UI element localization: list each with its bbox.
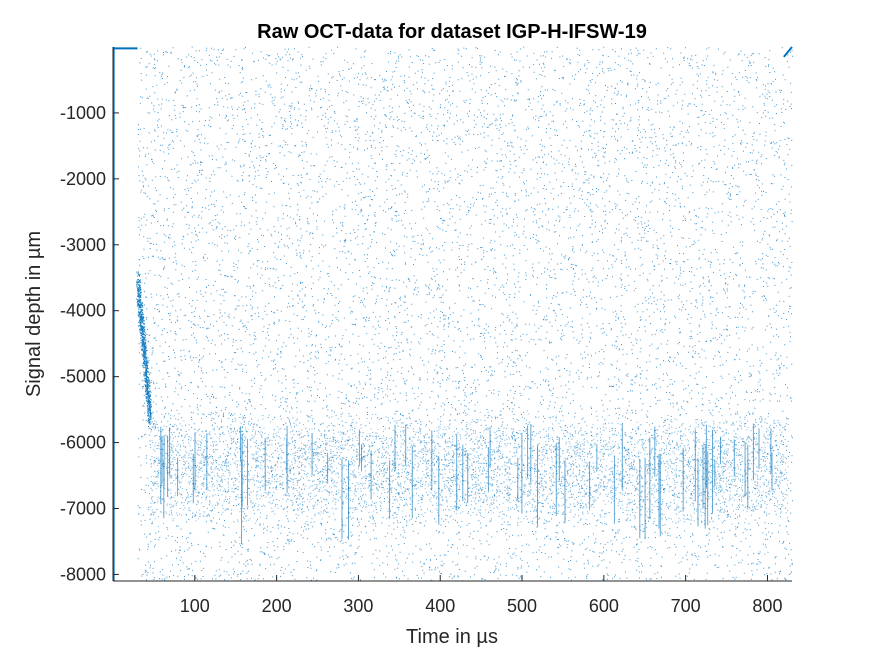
- y-tick-label: -5000: [60, 367, 106, 387]
- x-tick-label: 100: [180, 596, 210, 616]
- y-axis-ticks: -8000 -7000 -6000 -5000 -4000 -3000 -2000 -1000: [60, 103, 119, 584]
- x-tick-label: 800: [752, 596, 782, 616]
- x-tick-label: 500: [507, 596, 537, 616]
- x-axis-label: Time in µs: [406, 626, 498, 648]
- plot-area: [113, 46, 793, 582]
- y-axis-label: Signal depth in µm: [23, 231, 45, 397]
- x-tick-label: 700: [671, 596, 701, 616]
- end-surface-line: [783, 46, 793, 58]
- x-tick-label: 200: [262, 596, 292, 616]
- axes: [112, 47, 792, 582]
- y-tick-label: -6000: [60, 433, 106, 453]
- y-tick-label: -8000: [60, 564, 106, 584]
- y-tick-label: -2000: [60, 169, 106, 189]
- y-tick-label: -3000: [60, 235, 106, 255]
- y-tick-label: -4000: [60, 301, 106, 321]
- x-tick-label: 300: [343, 596, 373, 616]
- y-tick-label: -1000: [60, 103, 106, 123]
- keyhole-drop-series: [136, 271, 153, 431]
- x-axis-ticks: 100 200 300 400 500 600 700 800: [180, 575, 782, 616]
- x-tick-label: 600: [589, 596, 619, 616]
- noise-scatter-series: [137, 46, 793, 582]
- y-tick-label: -7000: [60, 498, 106, 518]
- keyhole-streaks-series: [160, 423, 773, 545]
- chart-title: Raw OCT-data for dataset IGP-H-IFSW-19: [257, 21, 647, 43]
- x-tick-label: 400: [425, 596, 455, 616]
